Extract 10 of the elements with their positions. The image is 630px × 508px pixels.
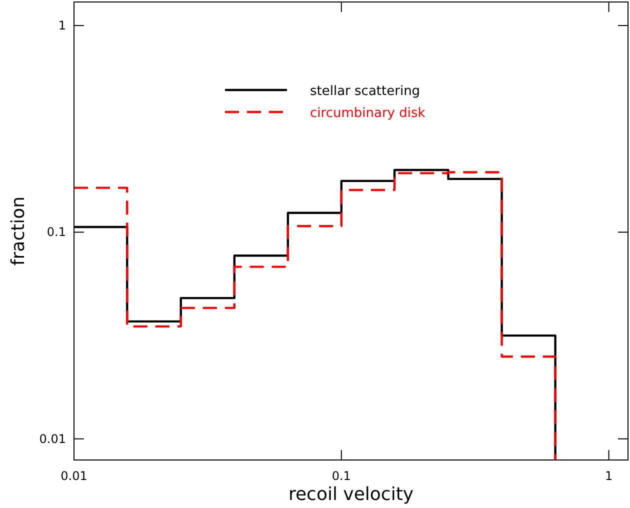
y-axis-title: fraction: [8, 196, 29, 266]
legend-label: circumbinary disk: [310, 106, 426, 121]
legend-label: stellar scattering: [310, 84, 420, 99]
y-tick-label: 1: [58, 18, 66, 33]
x-tick-label: 0.1: [332, 469, 351, 483]
x-tick-label: 1: [604, 469, 613, 483]
x-tick-label: 0.01: [60, 469, 88, 483]
y-tick-label: 0.01: [39, 432, 66, 446]
x-axis-title: recoil velocity: [288, 484, 414, 505]
y-tick-label: 0.1: [46, 225, 66, 240]
